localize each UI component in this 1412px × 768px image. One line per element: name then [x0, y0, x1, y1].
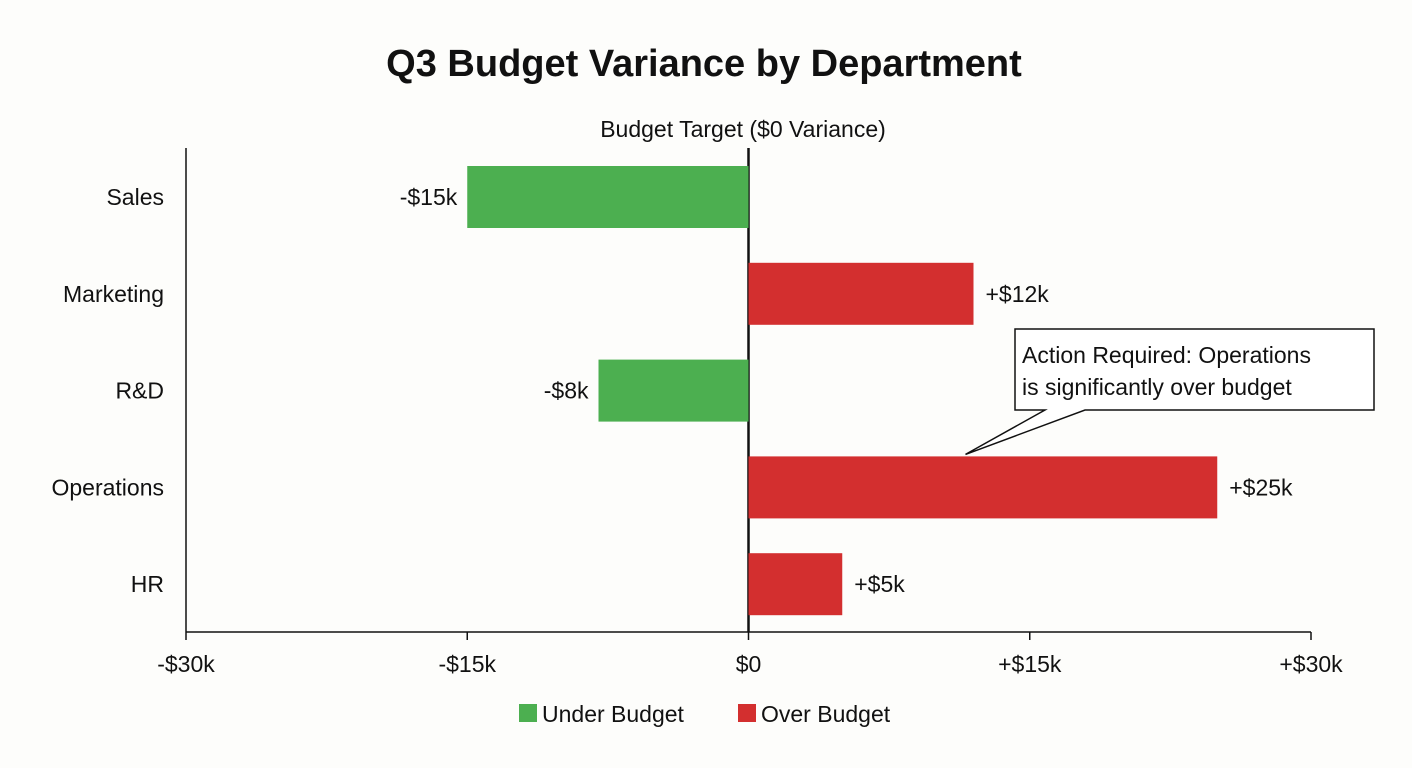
budget-target-label: Budget Target ($0 Variance)	[600, 116, 886, 142]
annotation: Action Required: Operations is significan…	[965, 328, 1375, 456]
bars	[467, 166, 1218, 616]
bar-hr	[748, 553, 843, 616]
annotation-callout-box	[965, 328, 1375, 456]
x-tick-label: -$15k	[438, 651, 496, 677]
data-label: -$15k	[400, 184, 458, 210]
bar-operations	[748, 456, 1218, 519]
bar-sales	[467, 166, 749, 228]
labels: Sales Marketing R&D Operations HR -$15k +$12k -…	[51, 184, 1293, 597]
data-label: -$8k	[544, 378, 589, 404]
chart-title: Q3 Budget Variance by Department	[386, 43, 1022, 85]
annotation-line-2: is significantly over budget	[1022, 374, 1292, 400]
legend: Under Budget Over Budget	[519, 701, 891, 727]
bar-marketing	[748, 262, 974, 325]
legend-label: Over Budget	[761, 701, 891, 727]
category-label: Operations	[51, 474, 164, 500]
legend-swatch	[519, 704, 537, 722]
category-label: Marketing	[63, 281, 164, 307]
data-label: +$12k	[986, 281, 1050, 307]
x-tick-label: +$30k	[1279, 651, 1343, 677]
x-tick-label: $0	[736, 651, 762, 677]
legend-swatch	[738, 704, 756, 722]
legend-label: Under Budget	[542, 701, 685, 727]
category-label: HR	[131, 571, 164, 597]
category-label: Sales	[106, 184, 164, 210]
annotation-line-1: Action Required: Operations	[1022, 342, 1311, 368]
x-tick-label: +$15k	[998, 651, 1062, 677]
bar-r-d	[598, 359, 749, 422]
data-label: +$5k	[854, 571, 905, 597]
x-tick-label: -$30k	[157, 651, 215, 677]
category-label: R&D	[115, 378, 164, 404]
data-label: +$25k	[1229, 474, 1293, 500]
axes: -$30k -$15k $0 +$15k +$30k Budget Target ($0 …	[157, 116, 1343, 677]
